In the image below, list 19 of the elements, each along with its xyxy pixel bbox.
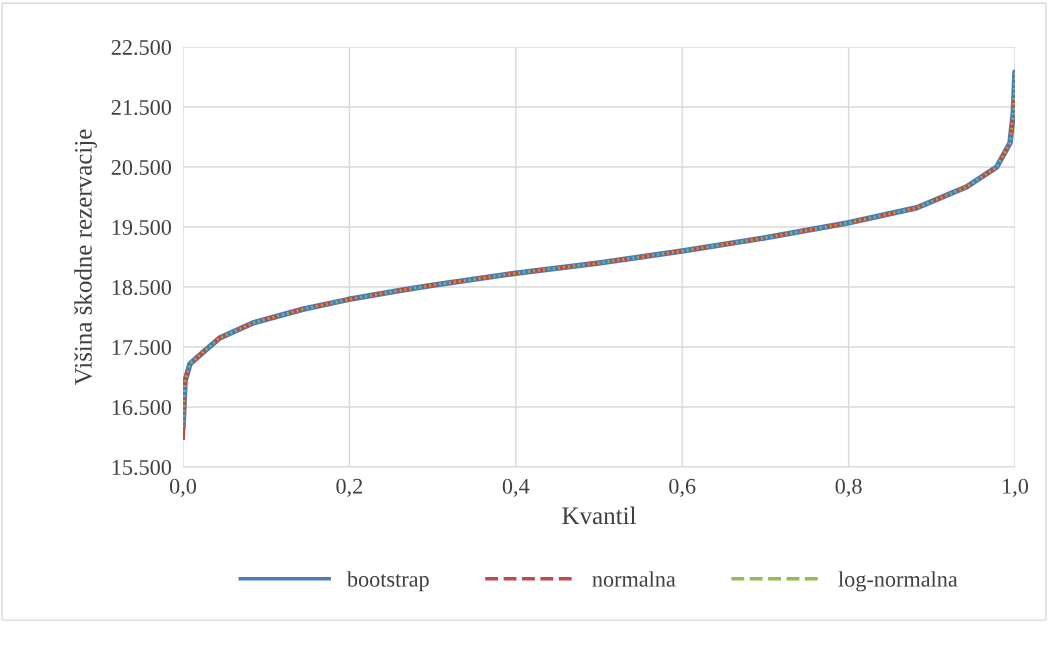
y-tick-label: 15.500 <box>112 459 172 476</box>
x-tick-label: 0,2 <box>336 478 363 497</box>
legend-label: normalna <box>592 571 676 587</box>
x-axis-title: Kvantil <box>562 506 636 525</box>
x-tick-label: 0,6 <box>669 478 696 497</box>
y-tick-label: 19.500 <box>112 219 172 236</box>
legend-label: log-normalna <box>838 571 958 592</box>
y-tick-label: 21.500 <box>111 99 172 116</box>
x-tick-label: 1,0 <box>1003 478 1029 497</box>
y-tick-label: 22.500 <box>111 39 172 56</box>
y-tick-label: 17.500 <box>112 339 172 356</box>
x-tick-label: 0,0 <box>169 478 197 497</box>
y-axis-title: Višina škodne rezervacije <box>74 129 97 386</box>
x-tick-label: 0,8 <box>835 478 862 497</box>
y-tick-label: 16.500 <box>112 399 172 416</box>
y-tick-label: 20.500 <box>111 159 172 176</box>
x-tick-label: 0,4 <box>502 478 530 497</box>
legend-label: bootstrap <box>346 571 429 592</box>
y-tick-label: 18.500 <box>112 279 172 296</box>
